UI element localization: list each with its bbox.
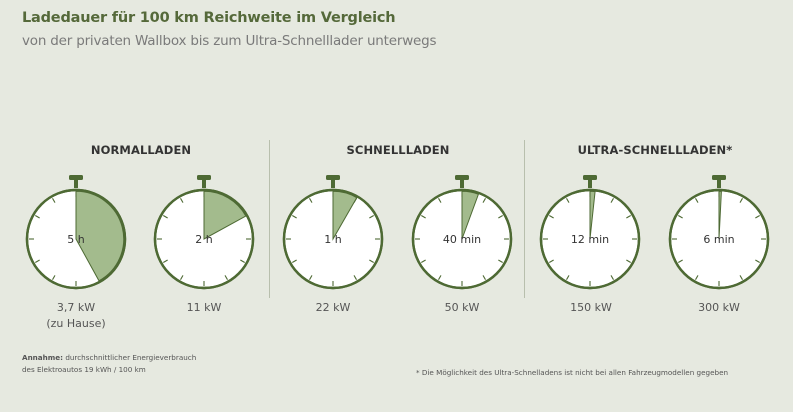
stopwatch-tick [369,215,374,219]
stopwatch-sector [75,190,125,282]
power-label: 150 kW [570,301,612,314]
stopwatch-tick [163,259,168,263]
stopwatch-tick [610,198,614,203]
time-label: 1 h [324,233,341,246]
stopwatch-tick [482,275,486,280]
group-label-schnellladen: SCHNELLLADEN [346,143,450,157]
stopwatch-tick [353,275,357,280]
stopwatch-tick [309,275,313,280]
stopwatch-tick [549,259,554,263]
group-divider [269,140,270,298]
stopwatch-tick [369,259,374,263]
stopwatch-sector [332,190,358,241]
stopwatch-tick [224,275,228,280]
stopwatch-tick [180,198,184,203]
power-label: 11 kW [186,301,222,314]
time-label: 12 min [571,233,609,246]
group-label-normalladen: NORMALLADEN [90,143,192,157]
stopwatch-tick [566,198,570,203]
group-label-ultra-schnellladen: ULTRA-SCHNELLLADEN* [577,143,733,157]
time-label: 2 h [195,233,212,246]
stopwatch-stem [202,178,206,188]
stopwatch-tick [739,275,743,280]
stopwatch-tick [240,259,245,263]
stopwatch-tick [309,198,313,203]
power-label: 300 kW [698,301,740,314]
stopwatch-tick [421,259,426,263]
time-label: 5 h [67,233,84,246]
stopwatch-tick [438,198,442,203]
stopwatch-ring [282,188,384,290]
time-label: 40 min [443,233,481,246]
assumption-note: Annahme: durchschnittlicher Energieverbr… [22,353,197,374]
stopwatch-tick [566,275,570,280]
stopwatch-tick [35,259,40,263]
chart-title: Ladedauer für 100 km Reichweite im Vergl… [22,10,396,26]
stopwatch-crown [455,175,469,180]
stopwatch-tick [52,275,56,280]
stopwatch-sector [203,190,247,240]
stopwatch-tick [292,215,297,219]
stopwatch-tick [678,259,683,263]
stopwatch-tick [438,275,442,280]
stopwatch-crown [326,175,340,180]
stopwatch-tick [626,259,631,263]
stopwatch-ring [539,188,641,290]
stopwatch-stem [331,178,335,188]
stopwatch-tick [755,259,760,263]
stopwatch-stem [74,178,78,188]
stopwatch-stem [588,178,592,188]
stopwatch-tick [695,275,699,280]
chart-subtitle: von der privaten Wallbox bis zum Ultra-S… [22,33,437,49]
stopwatch-ring [668,188,770,290]
stopwatch-tick [755,215,760,219]
stopwatch-tick [739,198,743,203]
stopwatch-crown [583,175,597,180]
stopwatch-stem [460,178,464,188]
stopwatch-tick [695,198,699,203]
stopwatch-tick [35,215,40,219]
power-label: 22 kW [315,301,351,314]
stopwatch-sector [461,190,480,240]
stopwatch-ring [411,188,513,290]
stopwatch-tick [180,275,184,280]
stopwatch-sector [718,190,722,240]
stopwatch-tick [610,275,614,280]
stopwatch-tick [498,215,503,219]
ultra-footnote: * Die Möglichkeit des Ultra-Schnelladens… [416,368,729,377]
stopwatch-tick [421,215,426,219]
stopwatch-crown [197,175,211,180]
stopwatch-tick [52,198,56,203]
time-label: 6 min [703,233,734,246]
stopwatch-tick [498,259,503,263]
stopwatch-stem [717,178,721,188]
stopwatch-crown [712,175,726,180]
stopwatch-sector [589,190,596,240]
stopwatch-tick [626,215,631,219]
power-label: 50 kW [444,301,480,314]
stopwatch-tick [549,215,554,219]
group-divider [524,140,525,298]
stopwatch-tick [292,259,297,263]
power-label: 3,7 kW (zu Hause) [46,301,106,330]
stopwatch-ring [153,188,255,290]
stopwatch-tick [163,215,168,219]
stopwatch-crown [69,175,83,180]
stopwatch-tick [482,198,486,203]
stopwatch-tick [678,215,683,219]
stopwatch-ring [25,188,127,290]
